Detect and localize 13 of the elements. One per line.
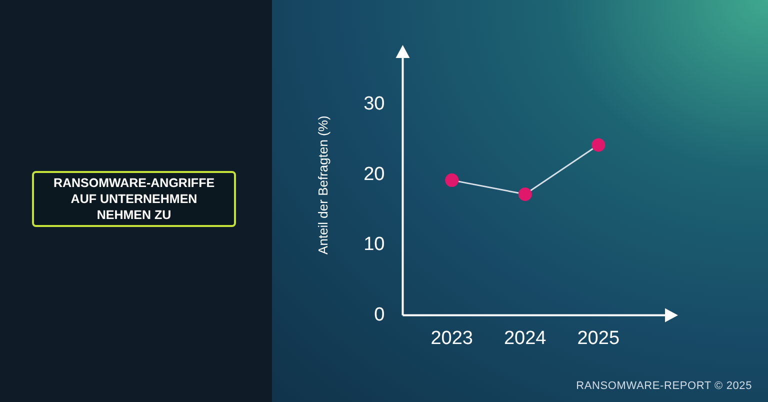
point	[518, 187, 532, 201]
text: RANSOMWARE-REPORT © 2025	[576, 380, 752, 392]
y-tick-label: 0	[374, 304, 385, 326]
y-tick-label: 20	[364, 164, 385, 185]
y-tick-label: 10	[364, 234, 385, 256]
y-axis-title: Anteil der Befragten (%)	[315, 116, 330, 254]
x-tick-label: 2024	[504, 328, 547, 349]
y-tick-label: 30	[364, 93, 385, 114]
x-tick-label: 2023	[430, 328, 473, 349]
text: RANSOMWARE-ANGRIFFE AUF UNTERNEHMEN NEHMEN ZU	[32, 171, 236, 227]
point	[592, 138, 606, 152]
point	[445, 173, 459, 187]
x-tick-label: 2025	[577, 328, 620, 349]
